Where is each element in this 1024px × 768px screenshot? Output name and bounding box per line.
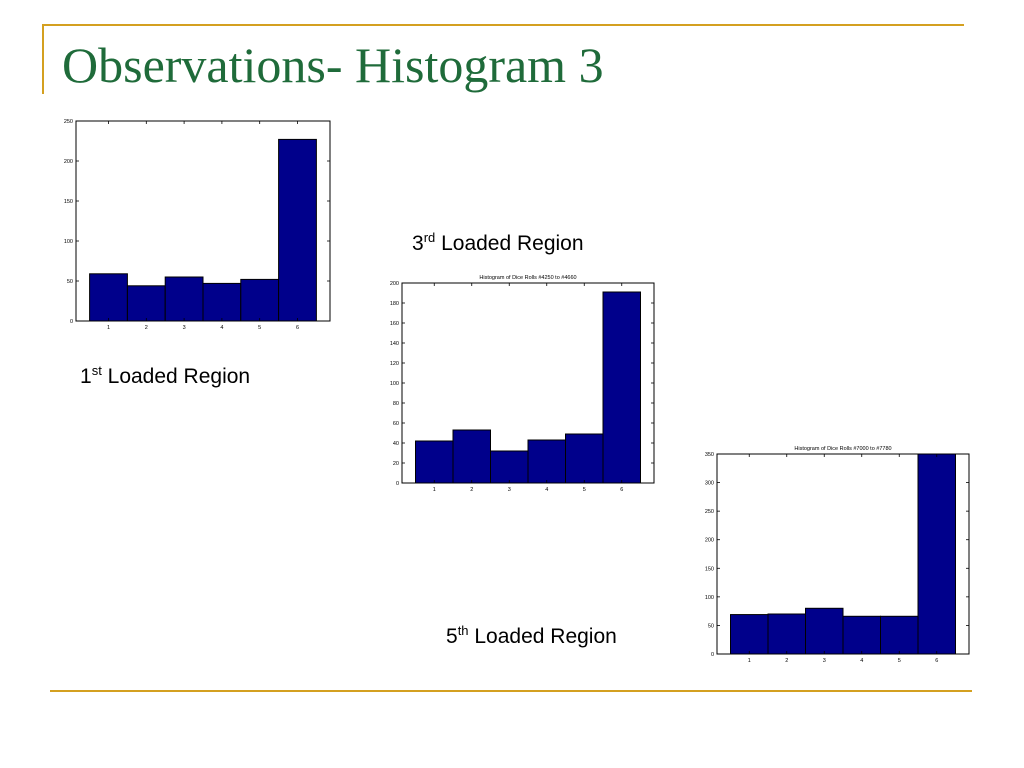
bar-3 bbox=[805, 607, 844, 655]
left-accent-line bbox=[42, 24, 44, 94]
y-tick-label: 140 bbox=[390, 341, 399, 347]
caption-3rd-loaded-region: 3rd Loaded Region bbox=[412, 230, 584, 255]
y-tick-label: 100 bbox=[705, 595, 714, 601]
y-tick-label: 60 bbox=[393, 421, 399, 427]
y-tick-label: 0 bbox=[711, 652, 714, 658]
chart-title: Histogram of Dice Rolls #7000 to #7780 bbox=[794, 446, 891, 452]
y-tick-label: 80 bbox=[393, 401, 399, 407]
x-tick-label: 3 bbox=[508, 487, 511, 493]
bar-6 bbox=[278, 138, 317, 322]
bar-4 bbox=[842, 615, 881, 655]
top-accent-line bbox=[42, 24, 964, 26]
plot-frame bbox=[716, 453, 970, 655]
x-tick-label: 1 bbox=[748, 658, 751, 664]
y-tick-label: 150 bbox=[705, 566, 714, 572]
bar-1 bbox=[730, 614, 769, 655]
bar-1 bbox=[89, 273, 128, 322]
chart-title: Histogram of Dice Rolls #4250 to #4660 bbox=[479, 275, 576, 281]
x-tick-label: 3 bbox=[823, 658, 826, 664]
y-tick-label: 40 bbox=[393, 441, 399, 447]
y-tick-label: 350 bbox=[705, 452, 714, 458]
caption-1st-loaded-region: 1st Loaded Region bbox=[80, 363, 251, 388]
y-tick-label: 50 bbox=[708, 623, 714, 629]
y-tick-label: 250 bbox=[705, 509, 714, 515]
x-tick-label: 6 bbox=[296, 325, 299, 331]
y-tick-label: 300 bbox=[705, 481, 714, 487]
y-tick-label: 160 bbox=[390, 321, 399, 327]
x-tick-label: 1 bbox=[433, 487, 436, 493]
bar-3 bbox=[164, 276, 204, 322]
x-tick-label: 5 bbox=[583, 487, 586, 493]
x-tick-label: 1 bbox=[107, 325, 110, 331]
y-tick-label: 100 bbox=[390, 381, 399, 387]
y-tick-label: 0 bbox=[396, 481, 399, 487]
x-tick-label: 3 bbox=[183, 325, 186, 331]
y-tick-label: 20 bbox=[393, 461, 399, 467]
bar-5 bbox=[880, 615, 919, 655]
y-tick-label: 100 bbox=[64, 239, 73, 245]
x-tick-label: 6 bbox=[935, 658, 938, 664]
bar-5 bbox=[565, 433, 604, 484]
caption-5th-loaded-region: 5th Loaded Region bbox=[446, 623, 617, 648]
x-tick-label: 4 bbox=[220, 325, 223, 331]
x-tick-label: 2 bbox=[145, 325, 148, 331]
y-tick-label: 150 bbox=[64, 199, 73, 205]
bar-2 bbox=[767, 613, 806, 655]
y-tick-label: 200 bbox=[64, 159, 73, 165]
x-tick-label: 4 bbox=[545, 487, 548, 493]
x-tick-label: 5 bbox=[898, 658, 901, 664]
bottom-accent-line bbox=[50, 690, 972, 692]
y-tick-label: 200 bbox=[705, 538, 714, 544]
plot-frame bbox=[75, 120, 331, 322]
bar-4 bbox=[202, 282, 242, 322]
y-tick-label: 200 bbox=[390, 281, 399, 287]
x-tick-label: 2 bbox=[470, 487, 473, 493]
x-tick-label: 5 bbox=[258, 325, 261, 331]
y-tick-label: 0 bbox=[70, 319, 73, 325]
bar-6 bbox=[602, 291, 641, 484]
y-tick-label: 180 bbox=[390, 301, 399, 307]
x-tick-label: 4 bbox=[860, 658, 863, 664]
y-tick-label: 250 bbox=[64, 119, 73, 125]
y-tick-label: 120 bbox=[390, 361, 399, 367]
x-tick-label: 6 bbox=[620, 487, 623, 493]
slide-title: Observations- Histogram 3 bbox=[62, 37, 604, 93]
bar-6 bbox=[917, 453, 956, 655]
x-tick-label: 2 bbox=[785, 658, 788, 664]
y-tick-label: 50 bbox=[67, 279, 73, 285]
